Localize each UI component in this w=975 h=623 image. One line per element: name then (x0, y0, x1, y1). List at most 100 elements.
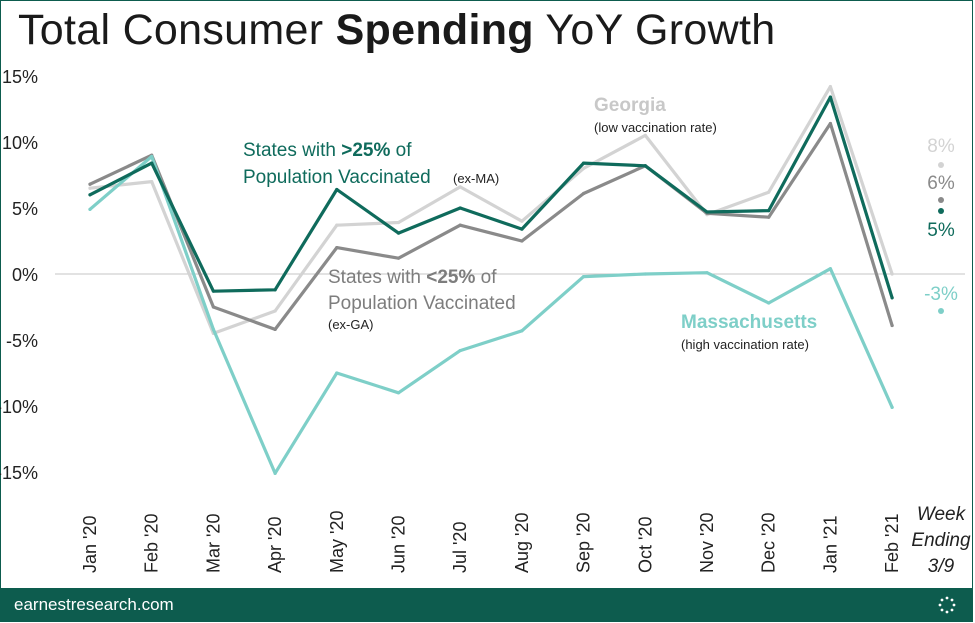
y-tick-label: -5% (6, 331, 38, 351)
x-tick-label: Feb '20 (142, 514, 162, 573)
data-point-gt25 (520, 227, 524, 231)
data-point-lt25 (335, 246, 339, 250)
end-label-georgia: 8% (927, 136, 955, 157)
chart-title-post: YoY Growth (533, 6, 776, 54)
data-point-lt25 (582, 191, 586, 196)
y-axis-labels: 15% 10% 5% 0% -5% -10% -15% (0, 67, 38, 483)
data-point-gt25 (396, 231, 401, 235)
y-tick-label: 5% (12, 199, 38, 219)
data-point-massachusetts (520, 329, 524, 333)
data-point-lt25 (458, 223, 462, 227)
data-point-georgia (828, 84, 833, 89)
data-point-georgia (767, 190, 771, 194)
data-point-massachusetts (211, 327, 215, 332)
series-line-georgia (88, 84, 894, 335)
x-extra-label: Week (917, 504, 967, 525)
data-point-georgia (273, 309, 277, 313)
earnest-logo-icon (937, 595, 957, 620)
data-point-lt25 (828, 121, 833, 126)
x-tick-label: Apr '20 (265, 517, 285, 573)
x-axis-labels: Jan '20 Feb '20 Mar '20 Apr '20 May '20 Jun '… (80, 511, 902, 573)
y-tick-label: -15% (0, 463, 38, 483)
series-lines (88, 84, 894, 475)
data-point-lt25 (211, 305, 215, 309)
data-point-gt25 (273, 288, 277, 292)
data-point-lt25 (520, 239, 524, 243)
data-point-gt25 (890, 296, 894, 300)
chart-title: Total Consumer Spending YoY Growth (18, 6, 775, 55)
y-tick-label: 0% (12, 265, 38, 285)
data-point-georgia (520, 219, 524, 223)
annotation-gt25-line2: Population Vaccinated (243, 167, 431, 188)
chart-title-pre: Total Consumer (18, 6, 336, 54)
data-point-massachusetts (643, 272, 647, 276)
x-tick-label: Jan '20 (80, 516, 100, 573)
data-point-massachusetts (890, 405, 894, 409)
x-tick-label: Sep '20 (574, 513, 594, 574)
data-point-massachusetts (767, 301, 771, 305)
annotation-lt25-line2: Population Vaccinated (328, 293, 516, 314)
x-tick-label: Aug '20 (512, 513, 532, 574)
end-dot-massachusetts (938, 308, 944, 314)
data-point-georgia (643, 133, 647, 137)
end-dot-georgia (938, 162, 944, 168)
chart-title-bold: Spending (335, 6, 534, 54)
footer-site-link[interactable]: earnestresearch.com (14, 595, 174, 614)
x-tick-label: Jul '20 (450, 522, 470, 573)
annotation-gt25-line1: States with >25% of (243, 140, 412, 161)
y-tick-label: 15% (2, 67, 38, 87)
data-point-georgia (396, 220, 401, 225)
annotation-lt25-sub: (ex-GA) (328, 317, 374, 332)
data-point-massachusetts (335, 371, 339, 375)
series-annotations: Georgia (low vaccination rate) States wi… (243, 95, 817, 352)
x-axis-week-ending: Week Ending 3/9 (911, 504, 971, 577)
data-point-lt25 (890, 323, 894, 328)
annotation-lt25-line1: States with <25% of (328, 267, 497, 288)
end-dot-gt25 (938, 208, 944, 214)
data-point-gt25 (705, 210, 709, 214)
data-point-gt25 (335, 187, 339, 192)
data-point-massachusetts (396, 391, 401, 395)
data-point-georgia (88, 186, 92, 190)
annotation-massachusetts-sub: (high vaccination rate) (681, 337, 809, 352)
data-point-massachusetts (273, 471, 277, 475)
data-point-georgia (582, 166, 586, 170)
x-tick-label: Jan '21 (820, 516, 840, 573)
data-point-massachusetts (705, 271, 709, 275)
data-point-gt25 (150, 161, 154, 165)
data-point-lt25 (767, 215, 771, 219)
x-tick-label: Mar '20 (203, 514, 223, 573)
annotation-lt25-post: of (475, 267, 497, 288)
data-point-georgia (335, 223, 339, 227)
data-point-gt25 (643, 164, 647, 168)
data-point-massachusetts (88, 207, 92, 211)
x-tick-label: May '20 (327, 511, 347, 573)
series-line-massachusetts (88, 154, 894, 475)
data-point-lt25 (88, 182, 92, 186)
data-point-massachusetts (582, 275, 586, 279)
data-point-lt25 (273, 327, 277, 332)
x-tick-label: Dec '20 (759, 513, 779, 573)
footer-bar: earnestresearch.com (0, 588, 973, 622)
x-extra-label: 3/9 (928, 556, 955, 577)
series-line-gt25 (88, 95, 894, 300)
annotation-massachusetts-name: Massachusetts (681, 312, 817, 333)
data-point-gt25 (582, 161, 586, 165)
y-tick-label: 10% (2, 133, 38, 153)
x-extra-label: Ending (911, 530, 971, 551)
end-label-massachusetts: -3% (924, 284, 958, 305)
data-point-massachusetts (458, 348, 462, 353)
end-dot-lt25 (938, 197, 944, 203)
data-point-gt25 (828, 95, 833, 99)
annotation-gt25-pre: States with (243, 140, 341, 161)
annotation-georgia-name: Georgia (594, 95, 666, 116)
end-label-lt25: 6% (927, 173, 955, 194)
annotation-lt25-pre: States with (328, 267, 426, 288)
data-point-georgia (458, 185, 462, 189)
data-point-gt25 (458, 206, 462, 210)
annotation-gt25-bold: >25% (341, 140, 390, 161)
end-label-gt25: 5% (927, 220, 955, 241)
annotation-lt25-bold: <25% (426, 267, 475, 288)
x-tick-label: Oct '20 (635, 517, 655, 573)
data-point-gt25 (767, 209, 771, 213)
